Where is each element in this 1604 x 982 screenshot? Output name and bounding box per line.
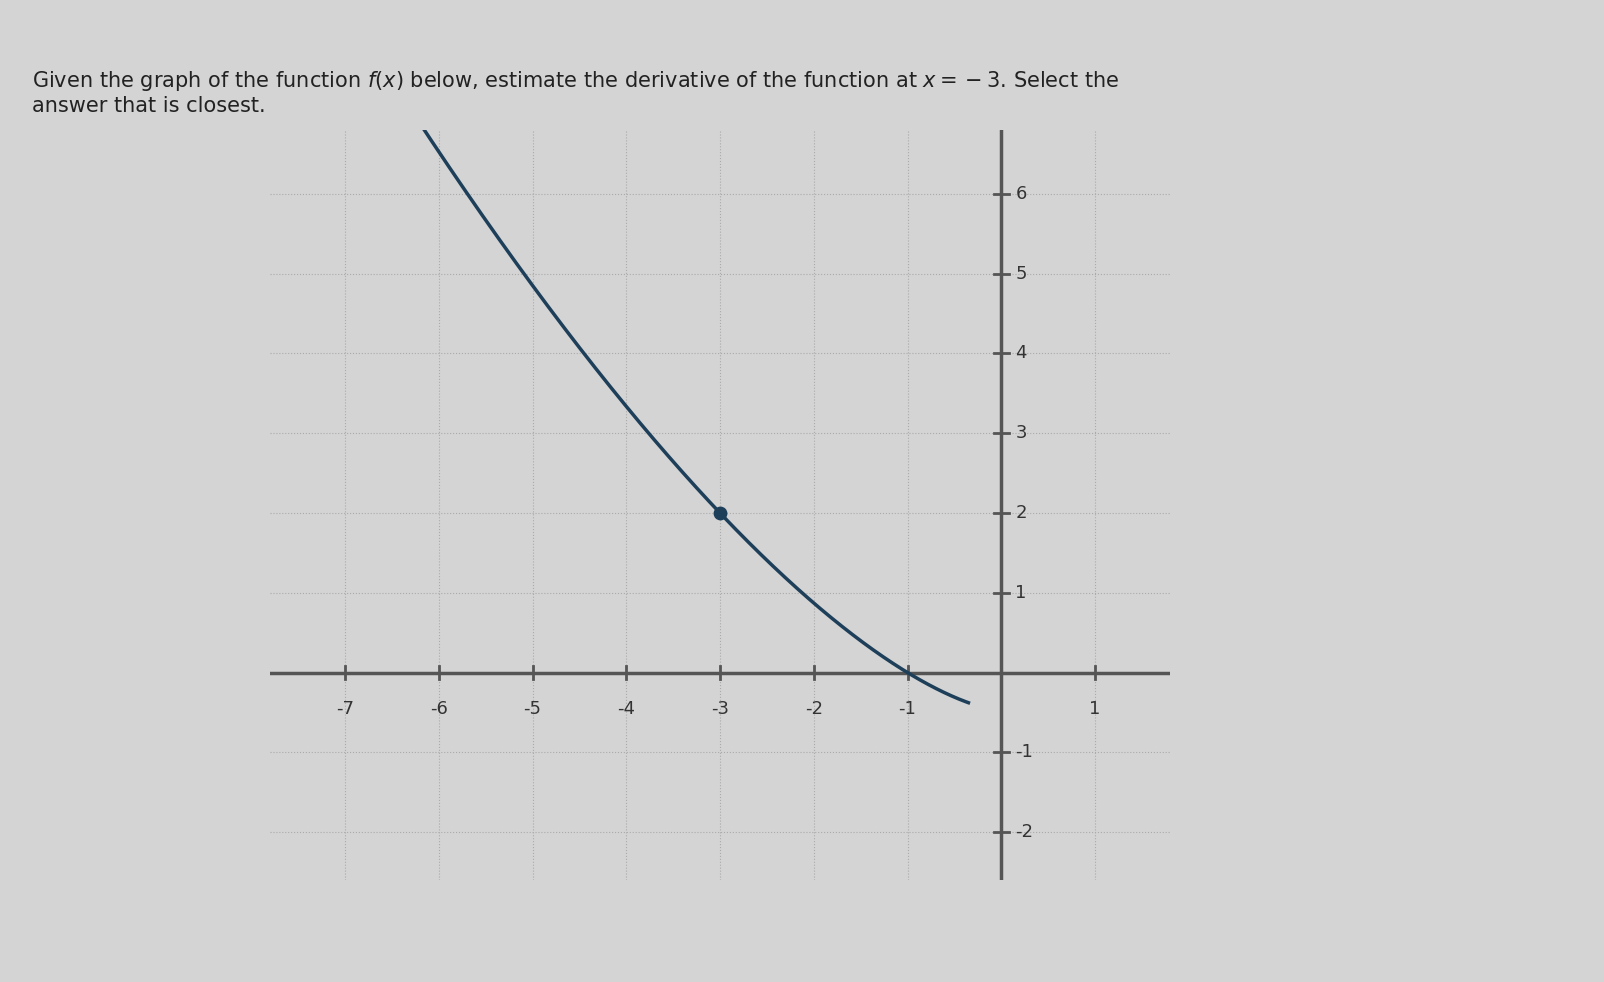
Text: -2: -2 [1015,823,1033,842]
Text: 4: 4 [1015,345,1027,362]
Text: -1: -1 [1015,743,1033,761]
Text: -6: -6 [430,700,448,719]
Text: 3: 3 [1015,424,1027,442]
Text: 1: 1 [1089,700,1100,719]
Point [707,505,733,520]
Text: Given the graph of the function $f(x)$ below, estimate the derivative of the fun: Given the graph of the function $f(x)$ b… [32,69,1120,116]
Text: -1: -1 [898,700,916,719]
Text: -5: -5 [523,700,542,719]
Text: -7: -7 [335,700,354,719]
Text: -2: -2 [805,700,823,719]
Text: 2: 2 [1015,504,1027,522]
Text: 5: 5 [1015,264,1027,283]
Text: -3: -3 [711,700,728,719]
Text: -4: -4 [618,700,635,719]
Text: 1: 1 [1015,583,1027,602]
Text: 6: 6 [1015,185,1027,203]
